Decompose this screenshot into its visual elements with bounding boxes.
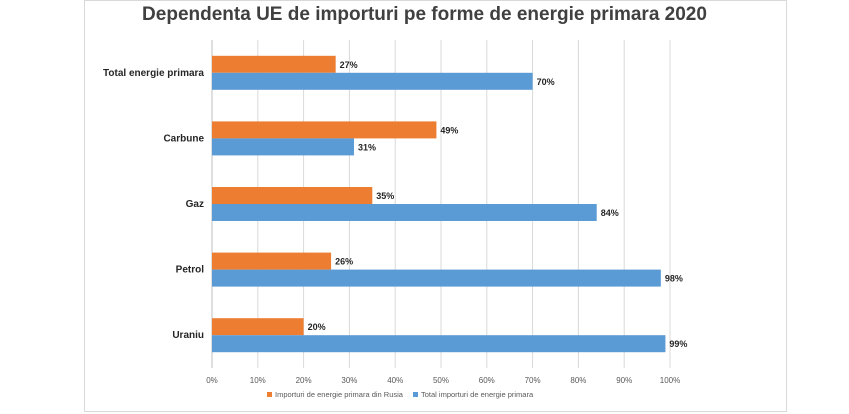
- bar: [212, 252, 332, 270]
- x-tick-label: 30%: [341, 376, 357, 385]
- bar: [212, 55, 336, 73]
- bar: [212, 72, 533, 90]
- data-label: 49%: [440, 125, 458, 135]
- x-tick-label: 80%: [570, 376, 586, 385]
- data-label: 35%: [376, 191, 394, 201]
- bar: [212, 121, 437, 139]
- data-label: 26%: [335, 257, 353, 267]
- category-label: Gaz: [186, 199, 204, 210]
- category-label: Uraniu: [172, 330, 204, 341]
- data-label: 98%: [665, 274, 683, 284]
- bar: [212, 204, 597, 221]
- data-label: 20%: [308, 322, 326, 332]
- bar: [212, 335, 666, 353]
- legend-entry: Total importuri de energie primara: [421, 390, 534, 399]
- bar: [212, 187, 373, 204]
- x-tick-label: 20%: [296, 376, 312, 385]
- x-tick-label: 60%: [479, 376, 495, 385]
- chart-title: Dependenta UE de importuri pe forme de e…: [142, 4, 707, 25]
- data-label: 70%: [537, 77, 555, 87]
- bar: [212, 269, 661, 287]
- x-tick-label: 50%: [433, 376, 449, 385]
- bar: [212, 138, 354, 156]
- x-tick-label: 70%: [525, 376, 541, 385]
- x-tick-label: 0%: [206, 376, 218, 385]
- category-label: Carbune: [163, 133, 204, 144]
- x-tick-label: 10%: [250, 376, 266, 385]
- x-tick-label: 100%: [660, 376, 680, 385]
- data-label: 99%: [669, 339, 687, 349]
- bar: [212, 318, 304, 336]
- category-label: Total energie primara: [103, 68, 204, 79]
- legend-swatch: [413, 392, 418, 397]
- data-label: 31%: [358, 142, 376, 152]
- data-label: 84%: [601, 208, 619, 218]
- category-label: Petrol: [176, 265, 205, 276]
- x-tick-label: 40%: [387, 376, 403, 385]
- legend-swatch: [267, 392, 272, 397]
- x-tick-label: 90%: [616, 376, 632, 385]
- data-label: 27%: [340, 60, 358, 70]
- legend-entry: Importuri de energie primara din Rusia: [275, 390, 404, 399]
